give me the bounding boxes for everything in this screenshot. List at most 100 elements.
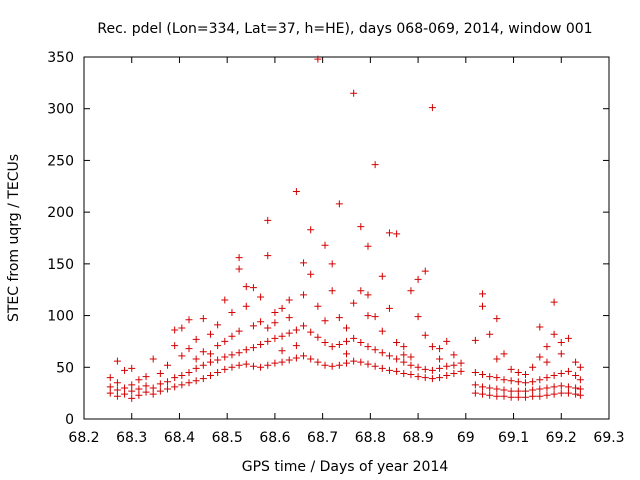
data-point <box>400 351 408 359</box>
data-point <box>257 293 265 301</box>
data-point <box>393 338 401 346</box>
data-point <box>500 386 508 394</box>
data-point <box>257 341 265 349</box>
data-point <box>536 376 544 384</box>
x-tick-label: 68.7 <box>307 430 338 446</box>
data-point <box>235 254 243 262</box>
data-point <box>385 366 393 374</box>
data-point <box>350 334 358 342</box>
data-point <box>529 386 537 394</box>
data-point <box>536 353 544 361</box>
data-point <box>421 267 429 275</box>
data-point <box>543 374 551 382</box>
data-point <box>149 390 157 398</box>
data-point <box>135 376 143 384</box>
data-point <box>450 351 458 359</box>
data-point <box>335 361 343 369</box>
data-point <box>479 383 487 391</box>
data-point <box>307 355 315 363</box>
data-point <box>414 373 422 381</box>
data-point <box>550 383 558 391</box>
data-point <box>486 330 494 338</box>
data-point <box>564 367 572 375</box>
data-point <box>228 363 236 371</box>
data-point <box>335 341 343 349</box>
data-point <box>479 290 487 298</box>
data-point <box>292 342 300 350</box>
data-point <box>414 313 422 321</box>
data-point <box>156 369 164 377</box>
data-point <box>300 352 308 360</box>
data-point <box>378 327 386 335</box>
data-point <box>576 385 584 393</box>
data-point <box>364 242 372 250</box>
data-point <box>343 324 350 332</box>
y-tick-label: 300 <box>47 102 74 118</box>
y-axis-label: STEC from uqrg / TECUs <box>6 154 22 322</box>
data-point <box>507 377 515 385</box>
x-axis-tick-labels: 68.2 68.3 68.4 68.5 68.6 68.7 68.8 68.9 69 69.1 69… <box>68 430 624 446</box>
data-point <box>328 260 336 268</box>
data-point <box>564 389 572 397</box>
data-point <box>486 384 494 392</box>
data-point <box>564 383 572 391</box>
data-point <box>185 316 193 324</box>
data-point <box>192 377 200 385</box>
data-point <box>436 364 444 372</box>
data-point <box>221 296 229 304</box>
axis-ticks <box>83 56 610 420</box>
chart-title: Rec. pdel (Lon=334, Lat=37, h=HE), days … <box>97 21 592 37</box>
data-point <box>400 343 408 351</box>
data-point <box>185 345 193 353</box>
data-point <box>214 368 222 376</box>
data-point <box>257 363 265 371</box>
data-point <box>221 353 229 361</box>
data-point <box>572 390 580 398</box>
data-point <box>393 230 401 238</box>
x-tick-label: 68.9 <box>403 430 434 446</box>
y-tick-label: 50 <box>56 360 74 376</box>
data-point <box>457 367 465 375</box>
data-point <box>514 387 522 395</box>
data-point <box>156 380 164 388</box>
data-point <box>543 384 551 392</box>
data-point <box>343 350 350 358</box>
y-tick-label: 0 <box>65 412 74 428</box>
data-point <box>192 364 200 372</box>
data-point <box>385 229 393 237</box>
data-point <box>343 359 350 367</box>
data-point <box>357 287 365 295</box>
data-point <box>493 392 501 400</box>
data-point <box>192 335 200 343</box>
data-point <box>400 369 408 377</box>
data-point <box>493 355 501 363</box>
data-point <box>292 326 300 334</box>
x-tick-label: 69.1 <box>498 430 529 446</box>
data-point <box>443 372 451 380</box>
data-point <box>407 361 415 369</box>
data-point <box>199 375 207 383</box>
data-point <box>113 357 121 365</box>
data-point <box>557 382 565 390</box>
data-point <box>271 359 279 367</box>
data-point <box>371 313 379 321</box>
data-point <box>214 321 222 329</box>
data-point <box>249 362 257 370</box>
data-point <box>271 319 279 327</box>
data-point <box>521 393 529 401</box>
data-point <box>400 358 408 366</box>
data-point <box>199 315 207 323</box>
data-point <box>350 299 358 307</box>
data-point <box>385 304 393 312</box>
data-point <box>335 314 343 322</box>
data-point <box>529 392 537 400</box>
data-point <box>185 368 193 376</box>
data-point <box>357 223 365 231</box>
data-point <box>385 352 393 360</box>
data-point <box>471 336 479 344</box>
data-point <box>550 390 558 398</box>
data-point <box>514 393 522 401</box>
data-point <box>493 374 501 382</box>
data-point <box>149 384 157 392</box>
data-point <box>486 373 494 381</box>
